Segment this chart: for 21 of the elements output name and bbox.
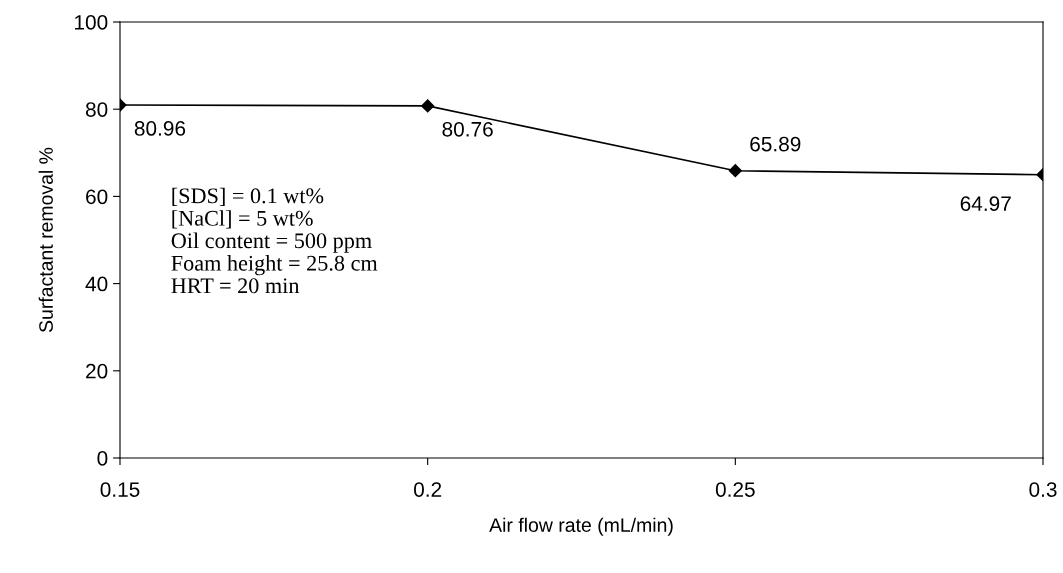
y-tick-label: 0	[97, 451, 108, 466]
y-tick-label: 100	[75, 15, 108, 30]
annotation: [SDS] = 0.1 wt%	[172, 187, 324, 207]
y-tick-label: 60	[86, 189, 108, 205]
x-tick-label: 0.25	[715, 482, 755, 497]
annotation: Oil content = 500 ppm	[171, 232, 372, 253]
data-label: 80.96	[134, 121, 186, 136]
y-tick-label: 20	[86, 363, 108, 379]
y-tick-label: 40	[85, 276, 108, 292]
data-label: 80.76	[442, 121, 493, 137]
y-axis-title: Surfactant removal %	[38, 147, 53, 333]
x-tick-label: 0.3	[1029, 482, 1057, 497]
annotation: [NaCl] = 5 wt%	[172, 210, 313, 229]
annotation: Foam height = 25.8 cm	[171, 255, 378, 276]
data-label: 64.97	[960, 196, 1011, 212]
y-tick-label: 80	[85, 102, 108, 117]
x-tick-label: 0.15	[100, 482, 140, 497]
data-label: 65.89	[750, 136, 801, 152]
x-tick-label: 0.2	[414, 482, 442, 497]
x-axis-title: Air flow rate (mL/min)	[489, 517, 673, 536]
annotation: HRT = 20 min	[171, 278, 300, 294]
